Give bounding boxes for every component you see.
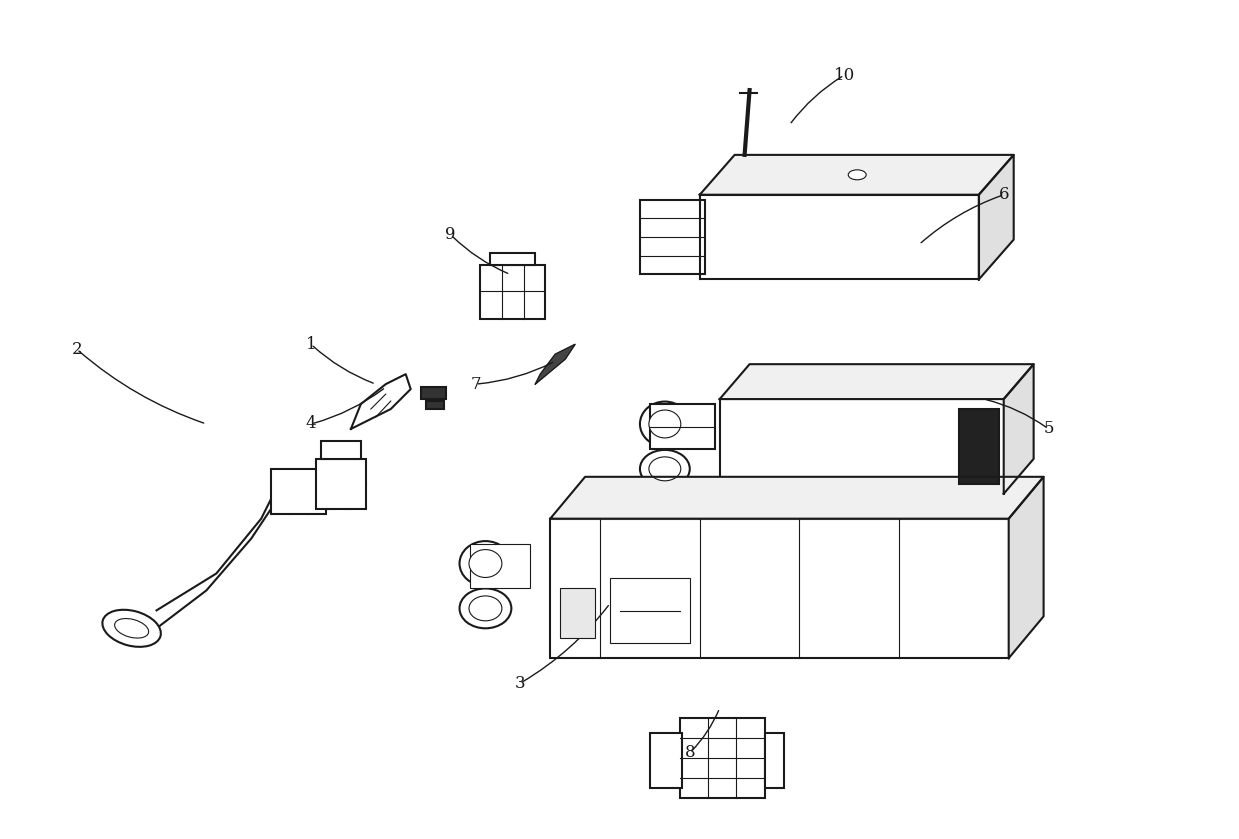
Bar xyxy=(959,409,999,484)
Text: 5: 5 xyxy=(1043,420,1054,437)
Ellipse shape xyxy=(460,588,512,628)
Polygon shape xyxy=(700,195,979,279)
Polygon shape xyxy=(979,155,1014,279)
Ellipse shape xyxy=(470,550,502,577)
FancyBboxPatch shape xyxy=(639,200,705,274)
Text: 9: 9 xyxy=(445,227,456,243)
Polygon shape xyxy=(1009,477,1043,659)
FancyBboxPatch shape xyxy=(316,459,366,508)
Text: 7: 7 xyxy=(470,376,481,393)
Bar xyxy=(426,401,444,409)
Polygon shape xyxy=(1004,364,1033,494)
Polygon shape xyxy=(535,344,575,384)
Ellipse shape xyxy=(470,596,502,621)
FancyBboxPatch shape xyxy=(550,519,1009,659)
FancyBboxPatch shape xyxy=(720,399,1004,494)
Text: 1: 1 xyxy=(306,336,316,352)
Bar xyxy=(421,387,446,399)
Text: 10: 10 xyxy=(834,66,855,84)
Text: 4: 4 xyxy=(306,415,316,432)
FancyBboxPatch shape xyxy=(764,733,784,788)
Text: 3: 3 xyxy=(515,675,525,691)
Ellipse shape xyxy=(460,541,512,586)
FancyBboxPatch shape xyxy=(650,733,681,788)
Ellipse shape xyxy=(115,618,149,638)
FancyBboxPatch shape xyxy=(680,718,764,798)
Polygon shape xyxy=(700,155,1014,195)
Ellipse shape xyxy=(103,610,161,647)
Bar xyxy=(610,578,690,644)
Ellipse shape xyxy=(639,450,690,487)
FancyBboxPatch shape xyxy=(321,441,361,459)
Bar xyxy=(650,404,715,449)
Polygon shape xyxy=(550,477,1043,519)
Polygon shape xyxy=(351,374,410,429)
Ellipse shape xyxy=(639,402,690,446)
Ellipse shape xyxy=(649,410,680,438)
Text: 6: 6 xyxy=(999,186,1009,203)
Bar xyxy=(471,544,530,588)
Bar xyxy=(491,253,535,264)
Polygon shape xyxy=(720,364,1033,399)
Text: 8: 8 xyxy=(684,744,695,762)
Bar xyxy=(560,588,595,638)
Ellipse shape xyxy=(649,457,680,481)
Ellipse shape xyxy=(849,169,866,180)
FancyBboxPatch shape xyxy=(271,469,326,513)
FancyBboxPatch shape xyxy=(481,264,545,320)
Text: 2: 2 xyxy=(72,341,82,357)
